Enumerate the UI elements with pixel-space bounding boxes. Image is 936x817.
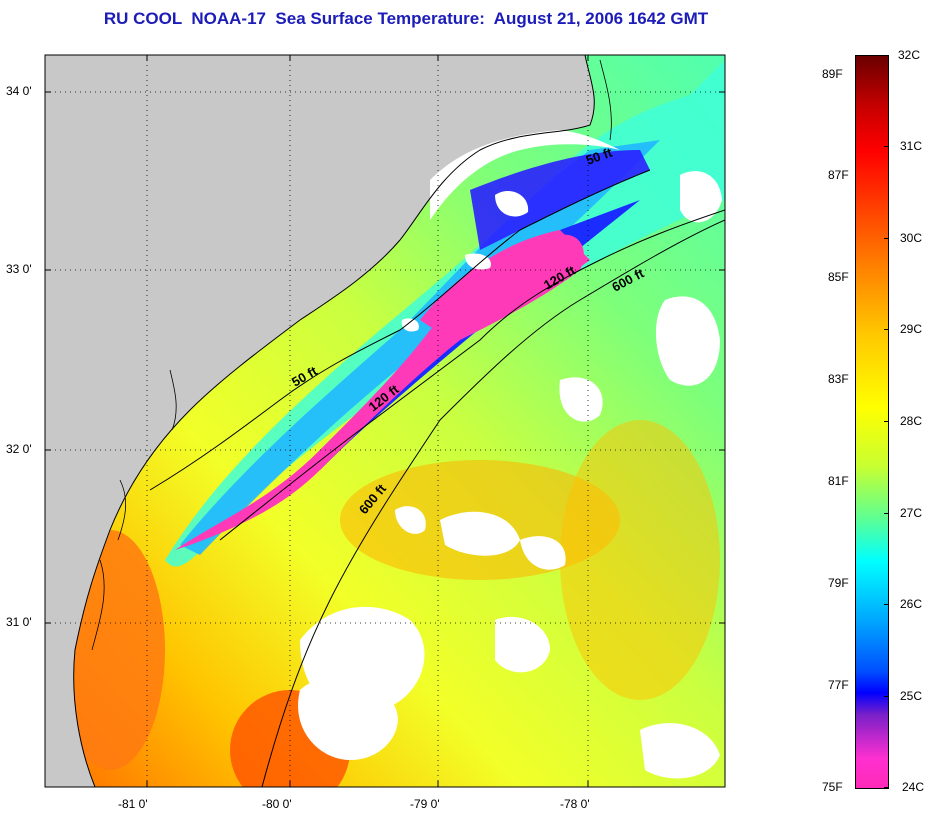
cloud-patch [655, 296, 720, 386]
contour-600ft [261, 219, 725, 787]
cloud-patch [495, 191, 529, 217]
fahrenheit-label: 87F [828, 168, 849, 182]
lat-label: 34 0' [6, 84, 32, 98]
coastal-inlets [91, 59, 612, 651]
lon-label: -80 0' [262, 797, 292, 811]
temperature-colorbar [855, 55, 889, 789]
cloud-patch [520, 536, 566, 570]
lon-label: -79 0' [410, 797, 440, 811]
cloud-patch [401, 318, 419, 332]
axis-ticks [45, 55, 725, 787]
contour-50ft [149, 169, 651, 491]
celsius-label: 30C [900, 231, 923, 245]
contour-120ft [219, 209, 725, 541]
cloud-patch [640, 723, 720, 779]
sst-map[interactable]: 50 ft 120 ft 600 ft 50 ft 120 ft 600 ft [0, 0, 740, 800]
celsius-label: 32C [898, 48, 921, 62]
celsius-label: 24C [902, 780, 925, 794]
celsius-label: 28C [900, 414, 923, 428]
graticule [45, 55, 725, 787]
lon-label: -81 0' [118, 797, 148, 811]
lat-label: 32 0' [6, 442, 32, 456]
coldest-blue-band [470, 150, 650, 250]
land-mass [45, 55, 595, 787]
fahrenheit-label: 75F [822, 780, 843, 794]
fahrenheit-label: 89F [822, 67, 843, 81]
cloud-patch [440, 511, 520, 556]
map-frame [44, 54, 726, 788]
lat-label: 31 0' [6, 615, 32, 629]
celsius-label: 29C [900, 322, 923, 336]
cloud-patch [298, 679, 398, 760]
cloud-patch [495, 616, 550, 673]
cloud-patch [680, 171, 722, 223]
map-title: RU COOL NOAA-17 Sea Surface Temperature:… [103, 9, 709, 28]
fahrenheit-label: 83F [828, 372, 849, 386]
cloud-patch [395, 506, 426, 534]
coastline [73, 55, 595, 787]
warm-water-patch [560, 420, 720, 700]
cloud-patch [559, 377, 603, 422]
celsius-label: 27C [900, 506, 923, 520]
cloud-patch [465, 253, 491, 270]
fahrenheit-label: 79F [828, 576, 849, 590]
celsius-label: 31C [900, 139, 923, 153]
fahrenheit-label: 77F [828, 678, 849, 692]
fahrenheit-label: 85F [828, 270, 849, 284]
celsius-label: 25C [900, 689, 923, 703]
cold-upwelling-plume [420, 230, 590, 340]
celsius-label: 26C [900, 597, 923, 611]
lon-label: -78 0' [560, 797, 590, 811]
no-data-coastal [430, 130, 620, 220]
fahrenheit-label: 81F [828, 474, 849, 488]
lat-label: 33 0' [6, 262, 32, 276]
